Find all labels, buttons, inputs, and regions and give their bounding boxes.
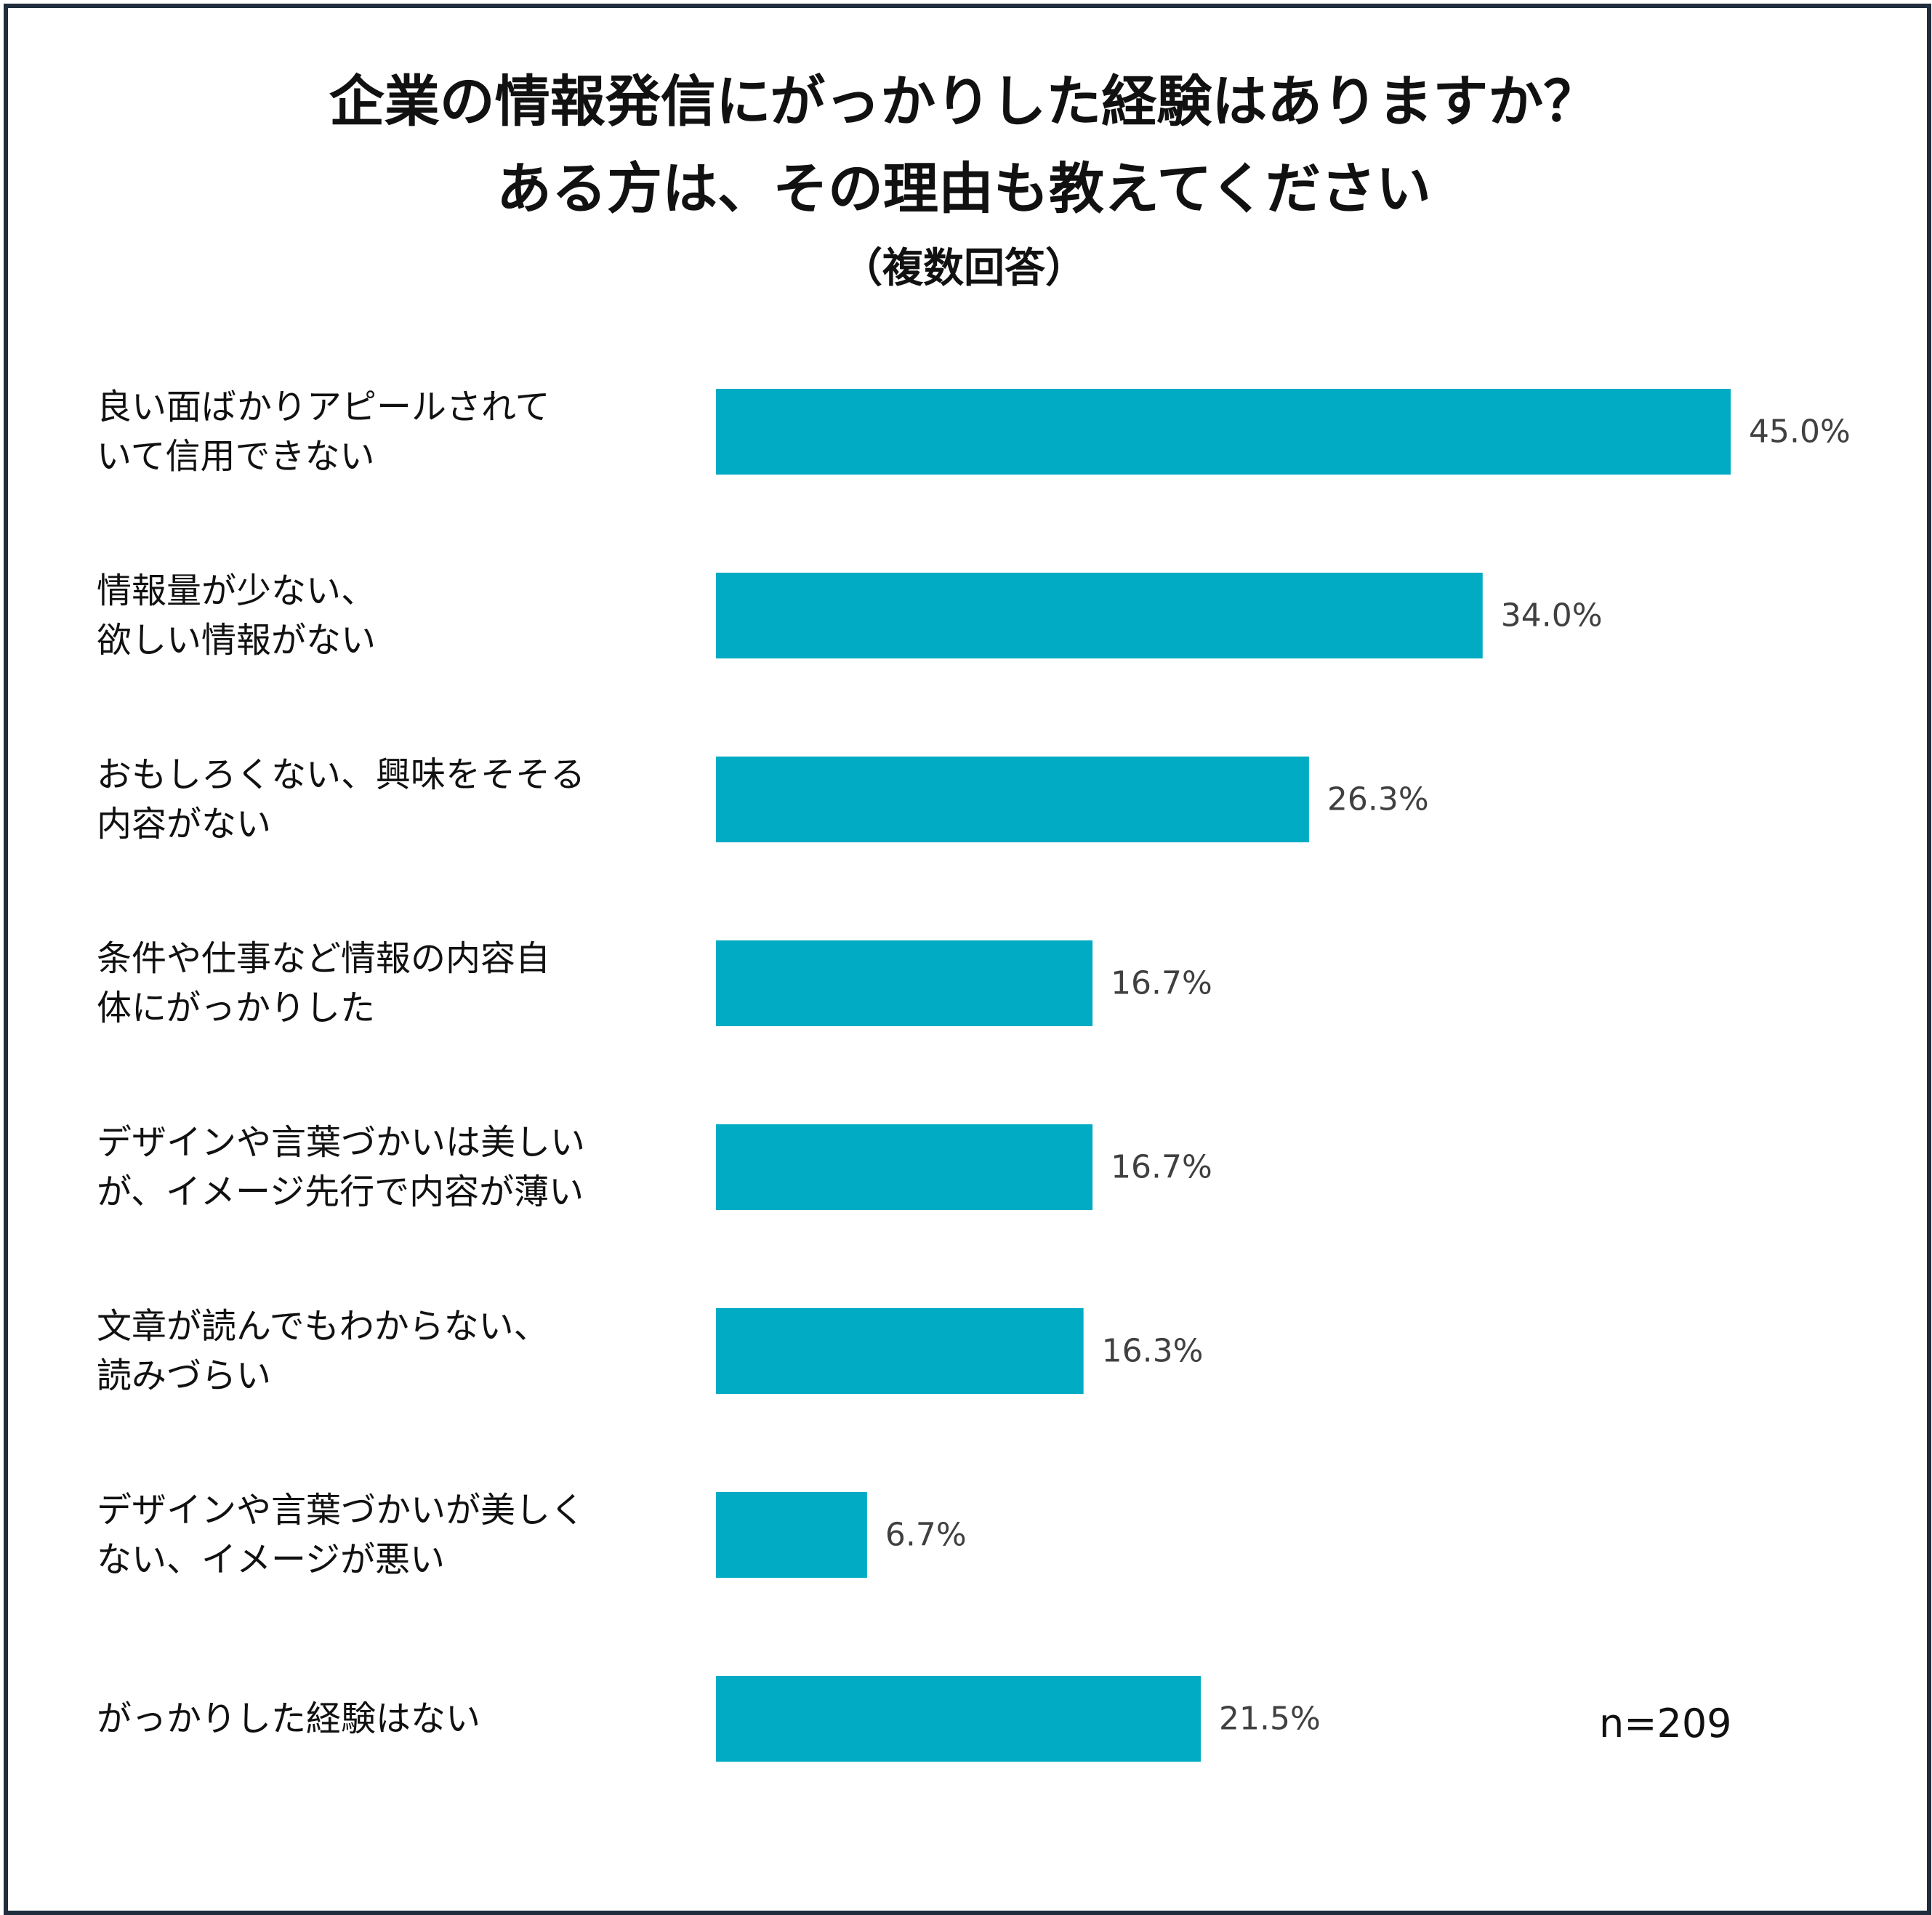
bar-6	[716, 1308, 1084, 1394]
category-label-1-line-2: いて信用できない	[97, 436, 375, 477]
bar-8	[716, 1676, 1201, 1762]
category-label-4-line-1: 条件や仕事など情報の内容自	[97, 938, 550, 979]
bar-4	[716, 940, 1093, 1026]
category-label-3-line-1: おもしろくない、興味をそそる	[97, 754, 585, 795]
category-label-3-line-2: 内容がない	[97, 804, 271, 844]
category-label-7-line-2: ない、イメージが悪い	[97, 1539, 445, 1580]
category-label-2-line-1: 情報量が少ない、	[97, 571, 376, 611]
sample-size-note: n=209	[1599, 1701, 1732, 1746]
bar-1	[716, 389, 1731, 475]
bar-5	[716, 1124, 1093, 1210]
value-label-5: 16.7%	[1111, 1149, 1212, 1186]
title-block: 企業の情報発信にがっかりした経験はありますか？ ある方は、その理由も教えてくださ…	[0, 58, 1928, 298]
value-label-2: 34.0%	[1501, 597, 1603, 634]
category-label-4-line-2: 体にがっかりした	[97, 988, 375, 1028]
bar-7	[716, 1492, 867, 1578]
value-label-7: 6.7%	[885, 1517, 967, 1554]
category-label-6-line-1: 文章が読んでもわからない、	[97, 1306, 549, 1347]
value-label-3: 26.3%	[1327, 781, 1429, 818]
bar-3	[716, 757, 1309, 842]
category-label-5-line-1: デザインや言葉づかいは美しい	[97, 1122, 585, 1163]
value-label-8: 21.5%	[1219, 1701, 1321, 1738]
value-label-1: 45.0%	[1749, 414, 1851, 451]
value-label-6: 16.3%	[1102, 1333, 1204, 1370]
category-label-7-line-1: デザインや言葉づかいが美しく	[97, 1490, 585, 1531]
chart-subtitle: （複数回答）	[842, 245, 1086, 292]
chart-title-line1: 企業の情報発信にがっかりした経験はありますか？	[329, 69, 1599, 134]
chart-title-line2: ある方は、その理由も教えてください	[496, 156, 1431, 221]
category-label-5-line-2: が、イメージ先行で内容が薄い	[97, 1172, 584, 1212]
category-label-6-line-2: 読みづらい	[97, 1355, 271, 1396]
bar-2	[716, 573, 1483, 658]
category-label-1-line-1: 良い面ばかりアピールされて	[97, 387, 550, 427]
category-label-2-line-2: 欲しい情報がない	[97, 620, 376, 661]
category-label-8-line-1: がっかりした経験はない	[97, 1698, 480, 1739]
value-label-4: 16.7%	[1111, 965, 1212, 1002]
